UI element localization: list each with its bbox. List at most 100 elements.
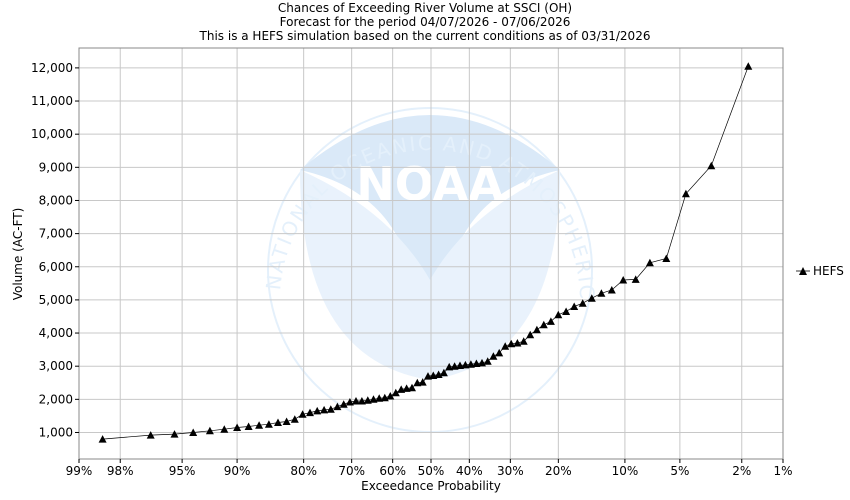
x-tick-label: 70%: [338, 464, 365, 478]
y-axis-label: Volume (AC-FT): [11, 208, 25, 301]
x-tick-label: 80%: [290, 464, 317, 478]
data-point-triangle: [526, 330, 535, 339]
data-point-triangle: [439, 368, 448, 377]
data-point-triangle: [461, 360, 470, 369]
data-point-triangle: [507, 339, 516, 348]
data-point-triangle: [456, 361, 464, 369]
data-point-triangle: [744, 62, 753, 70]
x-tick-label: 90%: [224, 464, 251, 478]
data-point-triangle: [375, 394, 384, 402]
data-point-triangle: [233, 423, 242, 431]
data-point-triangle: [631, 275, 640, 283]
y-tick-label: 6,000: [39, 260, 73, 274]
data-point-triangle: [320, 405, 329, 414]
data-point-triangle: [391, 388, 400, 397]
y-tick-label: 7,000: [39, 227, 73, 241]
data-point-triangle: [313, 406, 322, 415]
data-point-triangle: [363, 396, 372, 404]
y-tick-label: 4,000: [39, 326, 73, 340]
data-point-triangle: [570, 302, 579, 310]
data-point-triangle: [607, 286, 616, 294]
data-point-triangle: [597, 289, 606, 297]
data-point-triangle: [255, 421, 264, 429]
data-point-triangle: [483, 357, 492, 365]
data-point-triangle: [402, 384, 411, 392]
data-point-triangle: [369, 395, 378, 403]
data-point-triangle: [274, 418, 282, 426]
data-point-triangle: [205, 426, 214, 435]
x-axis-ticks: 99% 98% 95% 90% 80% 70% 60% 50% 40% 30% 20% 10% 5% 2%…: [66, 459, 793, 478]
y-tick-label: 8,000: [39, 193, 73, 207]
data-point-triangle: [466, 360, 475, 368]
data-point-triangle: [413, 378, 422, 387]
data-point-triangle: [539, 320, 548, 329]
data-point-triangle: [578, 299, 587, 307]
data-point-triangle: [146, 431, 155, 439]
data-point-triangle: [445, 362, 454, 371]
data-point-triangle: [519, 337, 528, 345]
data-point-triangle: [345, 398, 354, 406]
y-tick-label: 2,000: [39, 392, 73, 406]
data-point-triangle: [501, 342, 510, 350]
chart-legend: HEFS: [796, 264, 844, 278]
data-point-triangle: [339, 400, 348, 408]
data-point-triangle: [472, 359, 481, 367]
data-point-triangle: [662, 254, 671, 262]
data-point-triangle: [450, 362, 459, 370]
data-point-triangle: [220, 425, 229, 433]
x-tick-label: 99%: [66, 464, 93, 478]
x-tick-label: 5%: [670, 464, 689, 478]
y-tick-label: 10,000: [31, 127, 73, 141]
data-point-triangle: [352, 397, 360, 405]
data-point-triangle: [681, 189, 690, 198]
data-point-triangle: [282, 417, 291, 425]
y-tick-label: 9,000: [39, 160, 73, 174]
data-point-triangle: [244, 422, 253, 430]
data-point-triangle: [489, 352, 498, 360]
x-tick-label: 60%: [379, 464, 406, 478]
x-tick-label: 1%: [773, 464, 792, 478]
noaa-watermark-logo: NOAA NATIONAL OCEANIC AND ATMOSPHERIC AD…: [0, 0, 597, 433]
legend-label-hefs: HEFS: [813, 264, 844, 278]
data-point-triangle: [546, 317, 555, 325]
data-point-triangle: [619, 276, 628, 284]
data-point-triangle: [357, 397, 366, 405]
data-point-triangle: [495, 348, 504, 357]
data-point-triangle: [707, 161, 716, 170]
series-hefs: [98, 62, 753, 443]
series-line-hefs: [102, 66, 749, 440]
data-point-triangle: [98, 435, 107, 443]
data-point-triangle: [587, 294, 596, 302]
x-tick-label: 98%: [107, 464, 134, 478]
x-tick-label: 10%: [612, 464, 639, 478]
x-tick-label: 40%: [456, 464, 483, 478]
y-tick-label: 1,000: [39, 425, 73, 439]
x-tick-label: 50%: [418, 464, 445, 478]
data-point-triangle: [532, 325, 541, 334]
x-tick-label: 95%: [169, 464, 196, 478]
x-tick-label: 30%: [497, 464, 524, 478]
chart-title-line-3: This is a HEFS simulation based on the c…: [199, 29, 651, 43]
data-point-triangle: [333, 402, 342, 411]
data-point-triangle: [645, 258, 654, 267]
data-point-triangle: [306, 408, 314, 417]
data-point-triangle: [386, 392, 395, 400]
data-point-triangle: [264, 420, 273, 428]
data-point-triangle: [418, 378, 427, 386]
chart-title-line-1: Chances of Exceeding River Volume at SSC…: [277, 1, 573, 15]
data-point-triangle: [554, 310, 563, 319]
y-axis-ticks: 1,000 2,000 3,000 4,000 5,000 6,000 7,000 8,000…: [31, 61, 79, 439]
data-point-triangle: [562, 307, 571, 315]
y-tick-label: 12,000: [31, 61, 73, 75]
x-axis-label: Exceedance Probability: [361, 479, 501, 493]
y-tick-label: 5,000: [39, 293, 73, 307]
data-point-triangle: [298, 410, 307, 418]
chart-grid: [78, 48, 784, 459]
y-tick-label: 3,000: [39, 359, 73, 373]
data-point-triangle: [189, 428, 198, 436]
x-tick-label: 20%: [545, 464, 572, 478]
data-point-triangle: [513, 339, 522, 347]
data-point-triangle: [290, 415, 299, 423]
